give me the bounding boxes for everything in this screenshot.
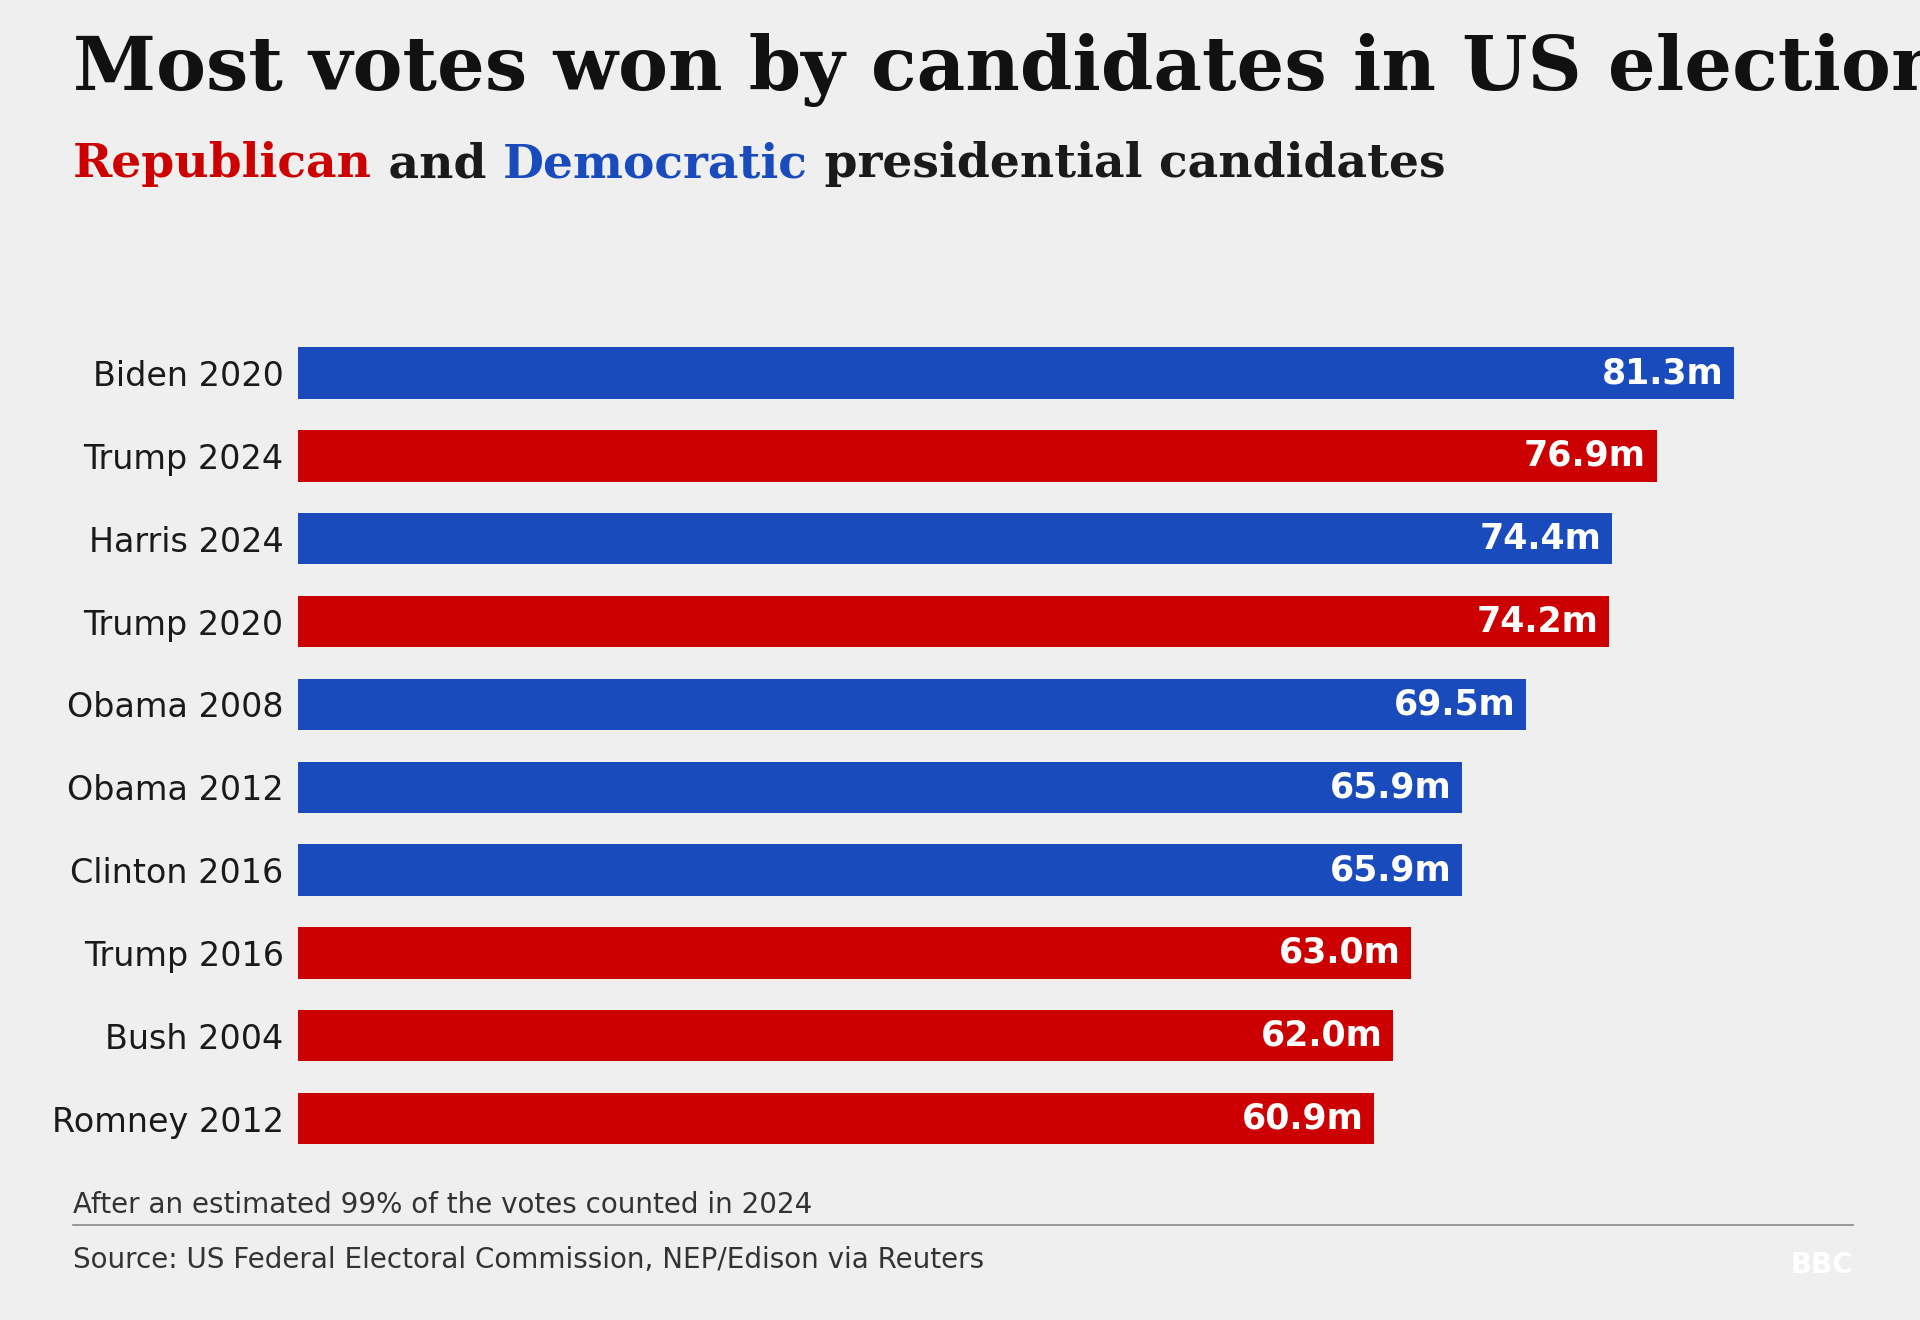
Bar	[298, 513, 1613, 565]
Bar	[298, 762, 1463, 813]
Text: 69.5m: 69.5m	[1394, 688, 1515, 722]
Bar	[298, 845, 1463, 896]
Bar	[298, 927, 1411, 978]
Text: After an estimated 99% of the votes counted in 2024: After an estimated 99% of the votes coun…	[73, 1191, 812, 1218]
Bar	[298, 430, 1657, 482]
Text: 74.4m: 74.4m	[1480, 521, 1601, 556]
Text: Source: US Federal Electoral Commission, NEP/Edison via Reuters: Source: US Federal Electoral Commission,…	[73, 1246, 985, 1274]
Text: 65.9m: 65.9m	[1331, 853, 1452, 887]
Text: 60.9m: 60.9m	[1242, 1101, 1363, 1135]
Text: BBC: BBC	[1791, 1250, 1853, 1279]
Bar	[298, 1010, 1394, 1061]
Text: 62.0m: 62.0m	[1261, 1019, 1382, 1052]
Bar	[298, 678, 1526, 730]
Text: Republican: Republican	[73, 141, 372, 187]
Text: and: and	[372, 141, 503, 187]
Text: 65.9m: 65.9m	[1331, 770, 1452, 804]
Bar	[298, 595, 1609, 647]
Text: 63.0m: 63.0m	[1279, 936, 1400, 970]
Text: 76.9m: 76.9m	[1524, 440, 1645, 473]
Text: 74.2m: 74.2m	[1476, 605, 1597, 639]
Text: Most votes won by candidates in US elections: Most votes won by candidates in US elect…	[73, 33, 1920, 107]
Text: Democratic: Democratic	[503, 141, 808, 187]
Bar	[298, 347, 1734, 399]
Bar	[298, 1093, 1375, 1144]
Text: presidential candidates: presidential candidates	[808, 141, 1446, 187]
Text: 81.3m: 81.3m	[1601, 356, 1724, 391]
